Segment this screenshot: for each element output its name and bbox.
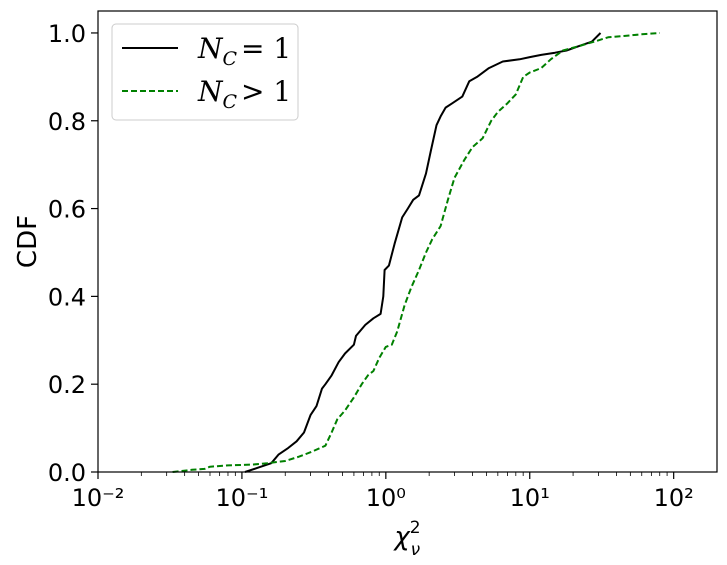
x-tick-label: 10⁻¹ <box>216 484 269 512</box>
x-tick-label: 10² <box>654 484 694 512</box>
series-layer <box>172 32 660 473</box>
y-tick-label: 0.0 <box>48 459 86 487</box>
series-line-nc-equal-1 <box>244 32 602 473</box>
legend-label-nc-greater-1: NC > 1 <box>197 75 291 113</box>
legend-label-nc-equal-1: NC = 1 <box>197 32 291 70</box>
legend: NC = 1 NC > 1 <box>111 23 299 121</box>
x-tick-label: 10⁻² <box>72 484 125 512</box>
y-tick-label: 1.0 <box>48 20 86 48</box>
tick-layer: 10⁻² 10⁻¹ 10⁰ 10¹ 10² 0.0 0.2 0.4 0.6 0.8 1.0 <box>48 20 694 512</box>
x-tick-label: 10⁰ <box>366 484 406 512</box>
y-axis-label: CDF <box>13 215 43 268</box>
y-tick-label: 0.8 <box>48 108 86 136</box>
y-tick-label: 0.4 <box>48 283 86 311</box>
plot-frame <box>97 10 718 473</box>
x-tick-label: 10¹ <box>510 484 550 512</box>
x-axis-label: χ2 ν <box>392 518 420 560</box>
y-tick-label: 0.2 <box>48 371 86 399</box>
y-tick-label: 0.6 <box>48 196 86 224</box>
series-line-nc-greater-1 <box>172 32 660 473</box>
